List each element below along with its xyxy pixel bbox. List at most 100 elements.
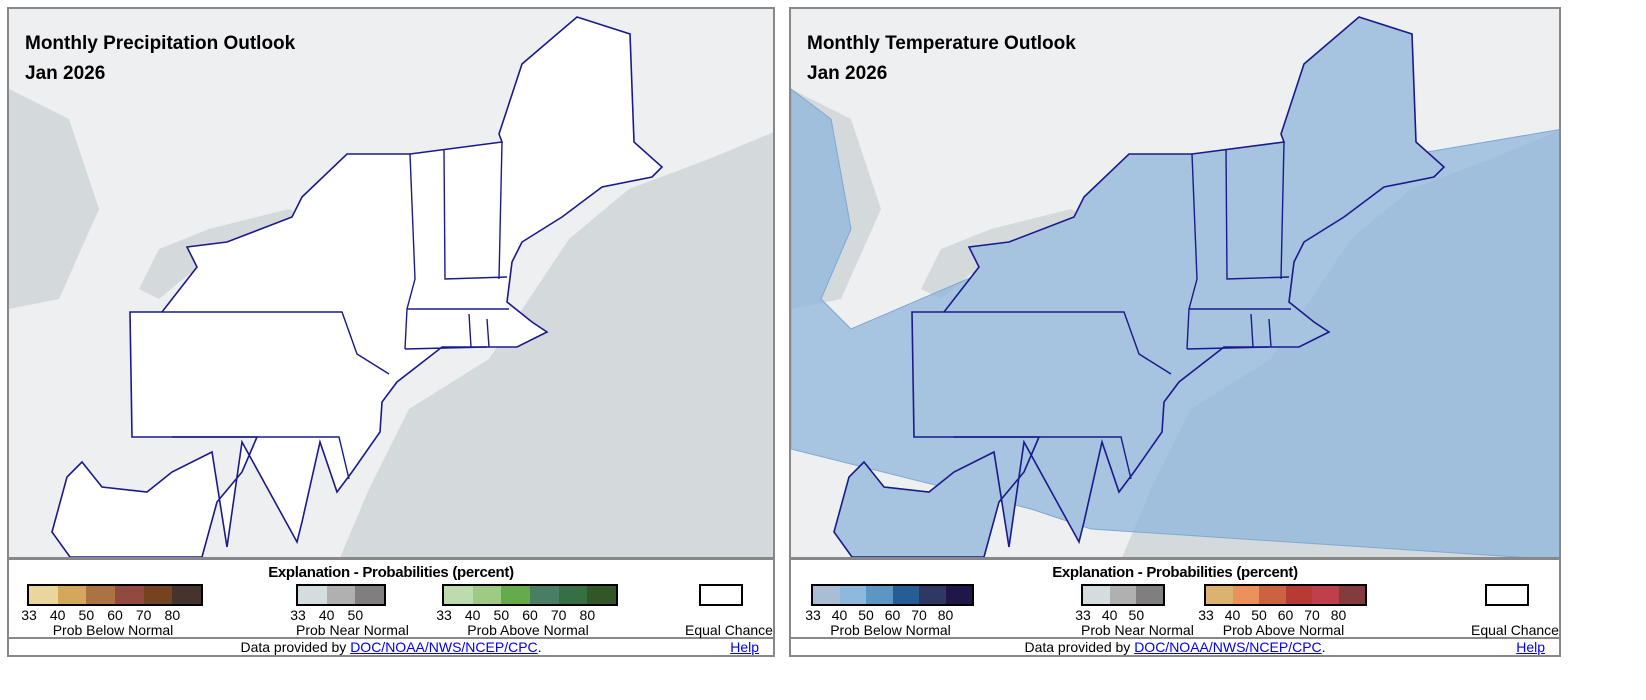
tick-label: 40 [464, 607, 481, 623]
tick-label: 70 [135, 607, 152, 623]
color-swatch [1136, 586, 1164, 604]
color-swatch [1338, 586, 1365, 604]
color-swatch [86, 586, 116, 604]
color-swatch [813, 586, 840, 604]
footer-suffix: . [1321, 639, 1326, 655]
color-swatch [1312, 586, 1339, 604]
legend-group-equal-chance: Equal Chance [685, 584, 773, 638]
color-bar [296, 584, 386, 606]
state-borders [162, 141, 509, 480]
color-swatch [530, 586, 559, 604]
color-swatch [501, 586, 531, 604]
tick-label: 33 [436, 607, 452, 623]
tick-label: 60 [884, 607, 901, 623]
color-swatch [326, 586, 356, 604]
legend-group: 33 40 50 Prob Near Normal [290, 584, 478, 638]
map-svg [9, 16, 773, 557]
color-bar [442, 584, 618, 606]
outlook-map[interactable]: Monthly Temperature Outlook Jan 2026 [791, 9, 1559, 560]
color-swatch [472, 586, 502, 604]
color-swatch [892, 586, 919, 604]
map-title: Monthly Precipitation Outlook [25, 33, 296, 54]
tick-label: 33 [21, 607, 37, 623]
tick-label: 80 [579, 607, 596, 623]
tick-label: 50 [78, 607, 95, 623]
footer-prefix: Data provided by [1024, 639, 1135, 655]
color-swatch [1206, 586, 1233, 604]
color-swatch [919, 586, 946, 604]
legend-group: 33 40 50 60 70 80 Prob Above Normal [436, 584, 762, 638]
legend-group: 33 40 50 60 70 80 Prob Below Normal [805, 584, 1061, 638]
color-swatch [945, 586, 972, 604]
map-svg [791, 16, 1559, 557]
data-provider-link[interactable]: DOC/NOAA/NWS/NCEP/CPC [1134, 639, 1322, 655]
tick-label: 50 [347, 607, 364, 623]
legend: Explanation - Probabilities (percent) 33… [791, 560, 1559, 639]
color-swatch [1285, 586, 1312, 604]
tick-label: 40 [1224, 607, 1241, 623]
group-label: Equal Chance [1471, 622, 1559, 638]
legend: Explanation - Probabilities (percent) 33… [9, 560, 773, 639]
color-swatch [115, 586, 144, 604]
color-swatch [1259, 586, 1286, 604]
ocean [340, 132, 773, 557]
tick-label: 33 [290, 607, 306, 623]
footer: Data provided by DOC/NOAA/NWS/NCEP/CPC. … [9, 639, 773, 655]
color-swatch [839, 586, 866, 604]
tick-label: 70 [550, 607, 567, 623]
tick-label: 40 [831, 607, 848, 623]
color-swatch [298, 586, 327, 604]
color-swatch [355, 586, 385, 604]
legend-group: 33 40 50 60 70 80 Prob Below Normal [21, 584, 277, 638]
legend-group: 33 40 50 Prob Near Normal [1075, 584, 1287, 638]
help-link[interactable]: Help [730, 639, 759, 655]
tick-label: 60 [107, 607, 123, 623]
group-label: Prob Above Normal [1222, 622, 1345, 638]
color-bar [1081, 584, 1165, 606]
tick-label: 33 [805, 607, 821, 623]
color-bar [27, 584, 203, 606]
tick-label: 50 [858, 607, 874, 623]
group-label: Prob Below Normal [52, 622, 174, 638]
precipitation-outlook-panel: Monthly Precipitation Outlook Jan 2026 E… [7, 7, 775, 657]
tick-label: 33 [1198, 607, 1214, 623]
map-date: Jan 2026 [25, 63, 106, 84]
state-borders [944, 141, 1291, 480]
tick-label: 40 [1101, 607, 1118, 623]
legend-group: 33 40 50 60 70 80 Prob Above Normal [1198, 584, 1524, 638]
color-swatch [29, 586, 58, 604]
color-swatch [558, 586, 588, 604]
tick-label: 70 [1304, 607, 1320, 623]
group-label: Prob Near Normal [1081, 622, 1194, 638]
group-label: Equal Chance [685, 622, 773, 638]
color-swatch [1232, 586, 1259, 604]
tick-label: 60 [522, 607, 538, 623]
color-swatch [1109, 586, 1137, 604]
color-swatch [172, 586, 202, 604]
group-label: Prob Above Normal [467, 622, 589, 638]
color-swatch [1083, 586, 1110, 604]
equal-chance-swatch [1485, 584, 1529, 606]
group-label: Prob Near Normal [296, 622, 409, 638]
tick-label: 40 [318, 607, 335, 623]
tick-label: 33 [1075, 607, 1091, 623]
group-label: Prob Below Normal [830, 622, 951, 638]
outlook-map[interactable]: Monthly Precipitation Outlook Jan 2026 [9, 9, 773, 560]
color-swatch [143, 586, 173, 604]
color-swatch [444, 586, 473, 604]
tick-label: 60 [1277, 607, 1294, 623]
data-provider-link[interactable]: DOC/NOAA/NWS/NCEP/CPC [350, 639, 538, 655]
footer-suffix: . [537, 639, 542, 655]
legend-title: Explanation - Probabilities (percent) [1052, 564, 1298, 581]
legend-title: Explanation - Probabilities (percent) [268, 564, 514, 581]
tick-label: 70 [911, 607, 927, 623]
tick-label: 80 [164, 607, 181, 623]
map-title: Monthly Temperature Outlook [807, 33, 1076, 54]
tick-label: 50 [1251, 607, 1267, 623]
color-bar [811, 584, 974, 606]
equal-chance-swatch [699, 584, 743, 606]
help-link[interactable]: Help [1516, 639, 1545, 655]
color-swatch [866, 586, 893, 604]
legend-group-equal-chance: Equal Chance [1471, 584, 1559, 638]
footer: Data provided by DOC/NOAA/NWS/NCEP/CPC. … [791, 639, 1559, 655]
